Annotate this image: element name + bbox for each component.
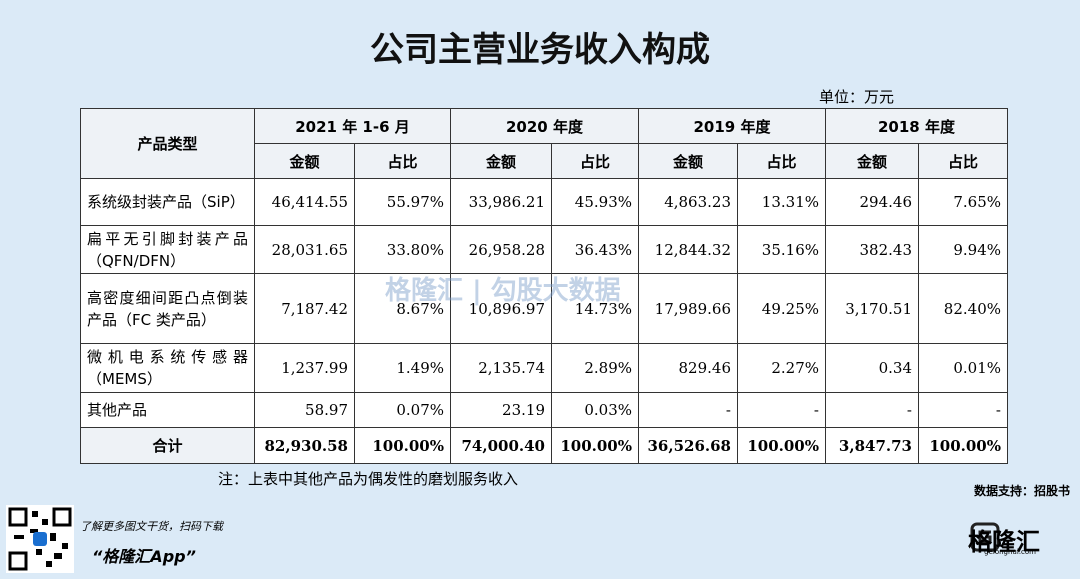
cell: 2.89% <box>551 343 639 393</box>
logo-icon <box>970 522 1000 552</box>
subheader: 占比 <box>354 143 451 179</box>
data-row: 扁平无引脚封装产品（QFN/DFN） 28,031.65 33.80% 26,958.… <box>80 225 1008 274</box>
cell: 2,135.74 <box>450 343 552 393</box>
corner-cell: 产品类型 <box>80 108 255 179</box>
title: 公司主营业务收入构成 <box>370 30 710 70</box>
total-cell: 74,000.40 <box>450 427 552 464</box>
data-row: 高密度细间距凸点倒装产品（FC 类产品） 7,187.42 8.67% 10,896.… <box>80 273 1008 344</box>
total-cell: 82,930.58 <box>254 427 355 464</box>
cell: 13.31% <box>737 178 826 226</box>
cell: 0.03% <box>551 392 639 428</box>
qr-code <box>6 505 74 573</box>
cell: 17,989.66 <box>638 273 738 344</box>
total-name: 合计 <box>80 427 255 464</box>
watermark-product: 勾股大数据 <box>490 276 621 306</box>
revenue-table: 产品类型 2021 年 1-6 月 2020 年度 2019 年度 2018 年度 金额占… <box>80 108 1008 464</box>
cell: - <box>918 392 1008 428</box>
cell: 0.07% <box>354 392 451 428</box>
product-name: 系统级封装产品（SiP） <box>80 178 255 226</box>
cell: 23.19 <box>450 392 552 428</box>
cell: 26,958.28 <box>450 225 552 274</box>
cell: 55.97% <box>354 178 451 226</box>
total-cell: 100.00% <box>551 427 639 464</box>
cell: 82.40% <box>918 273 1008 344</box>
cell: 35.16% <box>737 225 826 274</box>
watermark-brand: 格隆汇 <box>385 276 464 306</box>
data-row: 微机电系统传感器（MEMS） 1,237.99 1.49% 2,135.74 2.89%… <box>80 343 1008 393</box>
total-cell: 100.00% <box>354 427 451 464</box>
subheader-row: 金额 占比 金额 占比 金额 占比 金额 占比 <box>81 143 1008 179</box>
total-cell: 100.00% <box>737 427 826 464</box>
cell: 3,170.51 <box>825 273 919 344</box>
note: 注：上表中其他产品为偶发性的磨划服务收入 <box>218 470 519 488</box>
subheader: 占比 <box>737 143 826 179</box>
unit: 单位：万元 <box>818 88 894 106</box>
total-cell: 36,526.68 <box>638 427 738 464</box>
subheader: 金额 <box>254 143 355 179</box>
total-cell: 100.00% <box>918 427 1008 464</box>
cell: 33,986.21 <box>450 178 552 226</box>
period-header: 2021 年 1-6 月 <box>254 108 451 144</box>
cell: 0.34 <box>825 343 919 393</box>
cell: 8.67% <box>354 273 451 344</box>
footer-app: “格隆汇App” <box>92 547 196 566</box>
product-name: 高密度细间距凸点倒装产品（FC 类产品） <box>80 273 255 344</box>
product-name: 扁平无引脚封装产品（QFN/DFN） <box>80 225 255 274</box>
logo-text: 格隆汇 <box>968 528 1040 556</box>
cell: 0.01% <box>918 343 1008 393</box>
cell: 2.27% <box>737 343 826 393</box>
subheader: 占比 <box>551 143 639 179</box>
product-name: 其他产品 <box>80 392 255 428</box>
total-cell: 3,847.73 <box>825 427 919 464</box>
subheader: 金额 <box>638 143 738 179</box>
cell: 10,896.97 <box>450 273 552 344</box>
cell: - <box>737 392 826 428</box>
cell: 382.43 <box>825 225 919 274</box>
cell: 829.46 <box>638 343 738 393</box>
logo-site: gelonghui.com <box>984 548 1036 556</box>
cell: - <box>638 392 738 428</box>
period-header: 2019 年度 <box>638 108 826 144</box>
source: 数据支持：招股书 <box>973 484 1070 498</box>
subheader: 金额 <box>450 143 552 179</box>
cell: 36.43% <box>551 225 639 274</box>
period-header: 2018 年度 <box>825 108 1008 144</box>
footer-prompt: 了解更多图文干货，扫码下载 <box>80 520 223 533</box>
cell: - <box>825 392 919 428</box>
cell: 4,863.23 <box>638 178 738 226</box>
cell: 28,031.65 <box>254 225 355 274</box>
subheader: 占比 <box>918 143 1008 179</box>
period-header: 2020 年度 <box>450 108 639 144</box>
cell: 49.25% <box>737 273 826 344</box>
cell: 1,237.99 <box>254 343 355 393</box>
data-row: 系统级封装产品（SiP） 46,414.55 55.97% 33,986.21 45.9… <box>80 178 1008 226</box>
cell: 46,414.55 <box>254 178 355 226</box>
cell: 7.65% <box>918 178 1008 226</box>
cell: 294.46 <box>825 178 919 226</box>
header-row: 产品类型 2021 年 1-6 月 2020 年度 2019 年度 2018 年度 <box>80 108 1008 179</box>
cell: 1.49% <box>354 343 451 393</box>
data-row: 其他产品 58.97 0.07% 23.19 0.03% - - - - <box>80 392 1008 428</box>
watermark: 格隆汇 | 勾股大数据 <box>385 276 621 306</box>
cell: 12,844.32 <box>638 225 738 274</box>
cell: 33.80% <box>354 225 451 274</box>
cell: 9.94% <box>918 225 1008 274</box>
total-row: 合计 82,930.58 100.00% 74,000.40 100.00% 36,526… <box>80 427 1008 464</box>
cell: 45.93% <box>551 178 639 226</box>
cell: 7,187.42 <box>254 273 355 344</box>
subheader: 金额 <box>825 143 919 179</box>
cell: 58.97 <box>254 392 355 428</box>
product-name: 微机电系统传感器（MEMS） <box>80 343 255 393</box>
